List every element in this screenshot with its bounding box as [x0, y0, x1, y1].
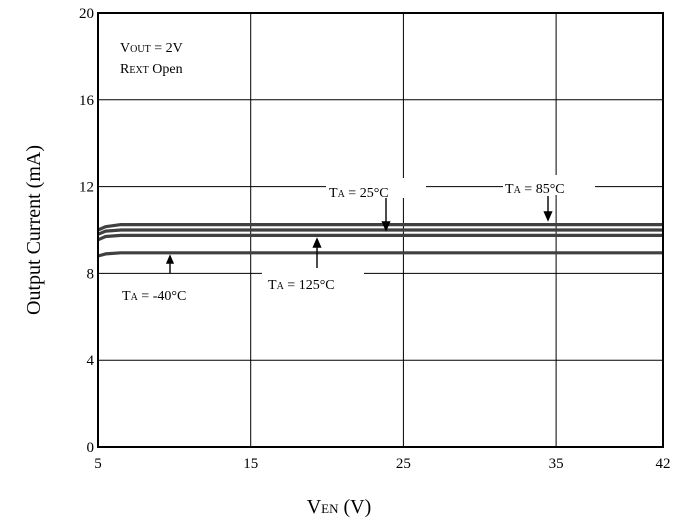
- arrow-125c-head: [312, 237, 322, 248]
- series-line-1: [97, 228, 663, 236]
- conditions-note: VOUT = 2V REXT Open: [120, 41, 183, 77]
- series-line-0: [97, 223, 663, 232]
- arrow-25c-head: [381, 221, 391, 232]
- arrow-85c-head: [543, 211, 553, 222]
- x-tick-label: 25: [396, 456, 411, 472]
- x-axis-label: VEN (V): [307, 496, 372, 518]
- condition-vout: VOUT = 2V: [120, 41, 183, 56]
- series-lines: [97, 223, 663, 258]
- annotation-85c: TA = 85°C: [505, 182, 565, 197]
- annotation-minus40c: TA = -40°C: [122, 289, 186, 304]
- y-tick-label: 8: [87, 266, 95, 282]
- y-tick-label: 20: [79, 6, 94, 22]
- y-tick-label: 12: [79, 180, 94, 196]
- annotation-25c: TA = 25°C: [329, 186, 389, 201]
- condition-rext: REXT Open: [120, 62, 183, 77]
- annotations: TA = 25°C TA = 85°C TA = 125°C TA = -40°…: [112, 175, 595, 305]
- annotation-125c: TA = 125°C: [268, 278, 335, 293]
- plot-frame: [97, 12, 664, 448]
- tick-labels: 5 15 25 35 42 0 4 8 12 16 20: [79, 6, 671, 472]
- y-tick-label: 0: [87, 440, 95, 456]
- x-tick-label: 42: [656, 456, 671, 472]
- y-tick-label: 16: [79, 93, 95, 109]
- arrow-minus40c-head: [165, 254, 175, 264]
- x-tick-label: 35: [549, 456, 564, 472]
- y-tick-label: 4: [87, 353, 95, 369]
- y-axis-label: Output Current (mA): [23, 145, 45, 315]
- x-tick-label: 5: [94, 456, 102, 472]
- series-line-3: [97, 251, 663, 258]
- series-line-2: [97, 233, 663, 242]
- x-tick-label: 15: [243, 456, 258, 472]
